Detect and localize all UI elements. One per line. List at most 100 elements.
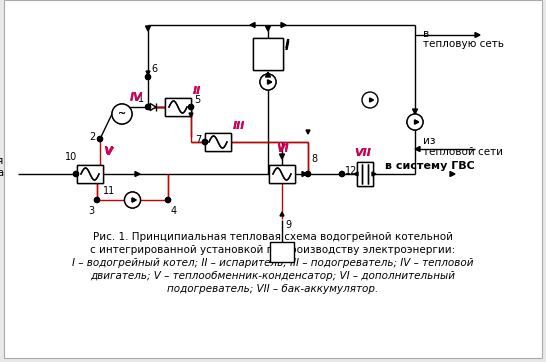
Text: тепловой сети: тепловой сети bbox=[423, 147, 503, 157]
Bar bbox=[165, 98, 191, 116]
Circle shape bbox=[362, 92, 378, 108]
Text: 4: 4 bbox=[171, 206, 177, 216]
Polygon shape bbox=[265, 72, 270, 77]
Text: в систему ГВС: в систему ГВС bbox=[385, 161, 475, 171]
Polygon shape bbox=[132, 198, 136, 202]
Text: V: V bbox=[104, 147, 112, 157]
Circle shape bbox=[340, 172, 345, 177]
Polygon shape bbox=[370, 98, 373, 102]
Polygon shape bbox=[268, 80, 271, 84]
Polygon shape bbox=[414, 120, 419, 124]
Bar bbox=[77, 165, 103, 183]
Text: холодная: холодная bbox=[0, 156, 4, 166]
Text: 8: 8 bbox=[311, 154, 317, 164]
Text: VI: VI bbox=[277, 144, 289, 154]
Polygon shape bbox=[250, 22, 255, 28]
Circle shape bbox=[94, 198, 99, 202]
Text: в: в bbox=[423, 29, 429, 39]
Polygon shape bbox=[354, 172, 358, 176]
Text: VI: VI bbox=[277, 142, 289, 152]
Bar bbox=[165, 98, 191, 116]
Text: Рис. 1. Принципиальная тепловая схема водогрейной котельной: Рис. 1. Принципиальная тепловая схема во… bbox=[93, 232, 453, 242]
Text: подогреватель; VII – бак-аккумулятор.: подогреватель; VII – бак-аккумулятор. bbox=[168, 284, 378, 294]
Text: с интегрированной установкой по производству электроэнергии:: с интегрированной установкой по производ… bbox=[91, 245, 455, 255]
Circle shape bbox=[112, 104, 132, 124]
Bar bbox=[205, 133, 231, 151]
Circle shape bbox=[340, 172, 345, 177]
Text: из: из bbox=[423, 136, 436, 146]
Circle shape bbox=[407, 114, 423, 130]
Circle shape bbox=[124, 192, 140, 208]
Circle shape bbox=[124, 192, 140, 208]
Polygon shape bbox=[415, 147, 420, 152]
Circle shape bbox=[260, 74, 276, 90]
Polygon shape bbox=[98, 138, 102, 142]
Circle shape bbox=[188, 105, 193, 109]
Bar bbox=[269, 165, 295, 183]
Text: V: V bbox=[103, 146, 111, 156]
Text: тепловую сеть: тепловую сеть bbox=[423, 39, 504, 49]
Polygon shape bbox=[135, 172, 140, 177]
Text: I: I bbox=[285, 38, 289, 51]
Text: ~: ~ bbox=[118, 109, 126, 119]
Text: IV: IV bbox=[130, 93, 143, 103]
Polygon shape bbox=[145, 26, 151, 31]
Polygon shape bbox=[132, 198, 136, 202]
Bar bbox=[253, 38, 283, 70]
Bar bbox=[357, 162, 373, 186]
Circle shape bbox=[94, 198, 99, 202]
Polygon shape bbox=[414, 120, 419, 124]
Bar bbox=[357, 162, 373, 186]
Text: III: III bbox=[233, 121, 245, 131]
Polygon shape bbox=[281, 22, 286, 28]
Bar bbox=[253, 38, 283, 70]
Text: 6: 6 bbox=[151, 64, 157, 74]
Text: 2: 2 bbox=[90, 132, 96, 142]
Text: 9: 9 bbox=[285, 220, 291, 230]
Polygon shape bbox=[306, 130, 310, 134]
Text: III: III bbox=[233, 121, 245, 131]
Text: 1: 1 bbox=[138, 94, 144, 104]
Text: вода: вода bbox=[0, 168, 4, 178]
Circle shape bbox=[203, 139, 207, 144]
Text: I – водогрейный котел; II – испаритель; III – подогреватель; IV – тепловой: I – водогрейный котел; II – испаритель; … bbox=[72, 258, 474, 268]
Circle shape bbox=[98, 136, 103, 142]
Circle shape bbox=[145, 75, 151, 80]
Text: 11: 11 bbox=[103, 186, 115, 196]
Bar bbox=[270, 242, 294, 262]
Text: I: I bbox=[285, 40, 289, 53]
Circle shape bbox=[112, 104, 132, 124]
Bar bbox=[269, 165, 295, 183]
Polygon shape bbox=[146, 71, 150, 75]
Polygon shape bbox=[475, 33, 480, 38]
Polygon shape bbox=[268, 80, 271, 84]
Polygon shape bbox=[189, 113, 193, 117]
Circle shape bbox=[188, 105, 193, 109]
Text: II: II bbox=[193, 86, 201, 96]
Text: VII: VII bbox=[354, 148, 371, 158]
Circle shape bbox=[306, 172, 311, 177]
Circle shape bbox=[306, 172, 311, 177]
Text: 10: 10 bbox=[65, 152, 77, 162]
Text: 5: 5 bbox=[194, 95, 200, 105]
Polygon shape bbox=[280, 212, 284, 216]
Text: ~: ~ bbox=[118, 109, 126, 119]
Circle shape bbox=[203, 139, 207, 144]
Polygon shape bbox=[265, 26, 270, 31]
Circle shape bbox=[165, 198, 170, 202]
Circle shape bbox=[145, 75, 151, 80]
Text: 7: 7 bbox=[195, 135, 201, 145]
Circle shape bbox=[74, 172, 79, 177]
Polygon shape bbox=[280, 154, 284, 159]
Circle shape bbox=[145, 105, 151, 109]
Polygon shape bbox=[412, 109, 418, 114]
Text: VII: VII bbox=[354, 148, 371, 158]
Circle shape bbox=[260, 74, 276, 90]
Circle shape bbox=[165, 198, 170, 202]
Polygon shape bbox=[302, 172, 307, 177]
Polygon shape bbox=[450, 172, 455, 177]
Bar bbox=[205, 133, 231, 151]
Polygon shape bbox=[372, 172, 376, 176]
Text: 12: 12 bbox=[345, 166, 358, 176]
Circle shape bbox=[74, 172, 79, 177]
